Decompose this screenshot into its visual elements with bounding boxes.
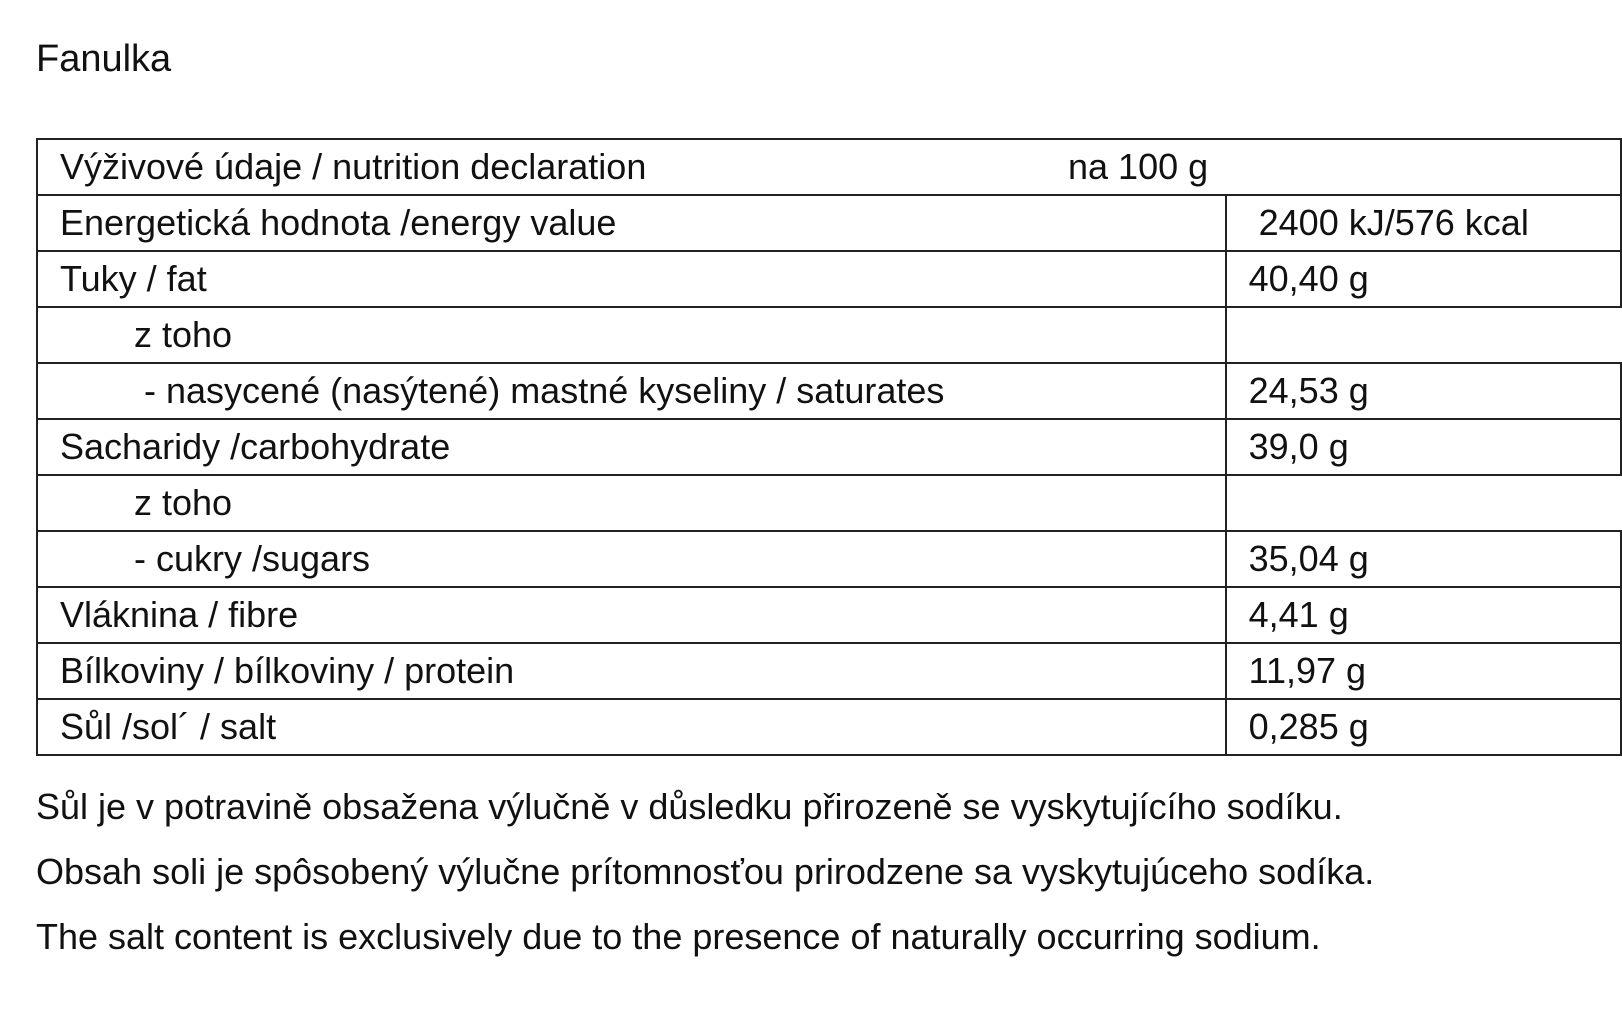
row: Bílkoviny / bílkoviny / protein 11,97 g	[36, 642, 1622, 700]
row: - cukry /sugars 35,04 g	[36, 530, 1622, 588]
value-cell: 24,53 g	[1224, 362, 1622, 420]
value-cell	[1224, 474, 1621, 532]
label-cell: Bílkoviny / bílkoviny / protein	[36, 642, 1227, 700]
label-cell: Vláknina / fibre	[36, 586, 1227, 644]
label-cell: - cukry /sugars	[36, 530, 1227, 588]
note: Sůl je v potravině obsažena výlučně v dů…	[36, 786, 1343, 827]
label-cell: Energetická hodnota /energy value	[36, 194, 1227, 252]
label-cell: Tuky / fat	[36, 250, 1227, 308]
label-cell: Sůl /sol´ / salt	[36, 698, 1227, 756]
value-cell	[1224, 306, 1621, 364]
header-cell: Výživové údaje / nutrition declaration na…	[36, 138, 1622, 196]
row: Energetická hodnota /energy value 2400 kJ…	[36, 194, 1622, 252]
notes: Sůl je v potravině obsažena výlučně v dů…	[36, 786, 1374, 981]
note: Obsah soli je spôsobený výlučne prítomno…	[36, 851, 1375, 892]
product-title: Fanulka	[36, 38, 172, 80]
value-cell: 0,285 g	[1224, 698, 1622, 756]
value-cell: 2400 kJ/576 kcal	[1224, 194, 1622, 252]
row: Sacharidy /carbohydrate 39,0 g	[36, 418, 1622, 476]
note: The salt content is exclusively due to t…	[36, 916, 1321, 957]
value-cell: 4,41 g	[1224, 586, 1622, 644]
row: Sůl /sol´ / salt 0,285 g	[36, 698, 1622, 756]
label-cell: Sacharidy /carbohydrate	[36, 418, 1227, 476]
header-unit: na 100 g	[1068, 146, 1209, 187]
row: Vláknina / fibre 4,41 g	[36, 586, 1622, 644]
row: - nasycené (nasýtené) mastné kyseliny / …	[36, 362, 1622, 420]
row: z toho	[36, 474, 1621, 532]
nutrition-table: Výživové údaje / nutrition declaration na…	[36, 138, 1622, 756]
value-cell: 39,0 g	[1224, 418, 1622, 476]
header-row: Výživové údaje / nutrition declaration na…	[36, 138, 1622, 196]
value-cell: 40,40 g	[1224, 250, 1622, 308]
value-cell: 35,04 g	[1224, 530, 1622, 588]
label-cell: z toho	[36, 306, 1227, 364]
value-cell: 11,97 g	[1224, 642, 1622, 700]
row: Tuky / fat 40,40 g	[36, 250, 1622, 308]
label-cell: - nasycené (nasýtené) mastné kyseliny / …	[36, 362, 1227, 420]
row: z toho	[36, 306, 1621, 364]
header-label: Výživové údaje / nutrition declaration	[60, 146, 647, 187]
label-cell: z toho	[36, 474, 1227, 532]
